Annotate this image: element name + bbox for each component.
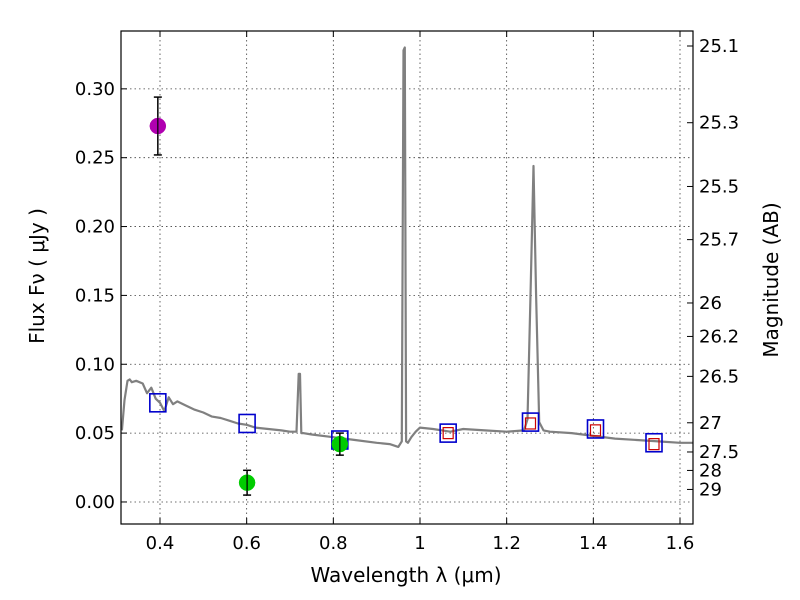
- grid-layer: [121, 31, 693, 524]
- y2-tick-label: 27.5: [699, 442, 739, 463]
- y2-tick-label: 25.5: [699, 176, 739, 197]
- y-tick-label: 0.05: [75, 423, 115, 444]
- y2-tick-label: 27: [699, 413, 722, 434]
- model-square-marker: [439, 423, 457, 443]
- x-tick-label: 0.4: [146, 533, 175, 554]
- model-inner-square-marker: [648, 438, 660, 451]
- y2-tick-label: 28: [699, 460, 722, 481]
- y-tick-label: 0.15: [75, 285, 115, 306]
- x-tick-label: 0.6: [232, 533, 261, 554]
- y-tick-label: 0.30: [75, 79, 115, 100]
- y2-tick-label: 26.5: [699, 366, 739, 387]
- x-axis-label: Wavelength λ (μm): [310, 563, 501, 587]
- y-tick-label: 0.00: [75, 492, 115, 513]
- model-inner-square-marker: [442, 427, 454, 440]
- x-tick-label: 1.2: [492, 533, 521, 554]
- x-tick-label: 1.6: [666, 533, 695, 554]
- y2-tick-label: 26: [699, 293, 722, 314]
- x-tick-label: 1.4: [579, 533, 608, 554]
- y2-tick-label: 29: [699, 479, 722, 500]
- marker-layer: [149, 96, 663, 496]
- y-tick-label: 0.25: [75, 148, 115, 169]
- y-tick-label: 0.10: [75, 354, 115, 375]
- plot-frame: [120, 30, 694, 525]
- y2-tick-label: 25.7: [699, 230, 739, 251]
- model-inner-square-marker: [589, 424, 602, 437]
- model-square-marker: [521, 412, 540, 432]
- x-tick-label: 1: [414, 533, 425, 554]
- y2-tick-label: 25.3: [699, 113, 739, 134]
- y-axis-label: Flux Fν ( μJy ): [25, 208, 49, 344]
- model-square-marker: [238, 413, 256, 434]
- tick-layer: 0.4 0.6 0.8 1 1.2 1.4 1.6 0.00 0.05 0.10 0.15 0.20 0…: [75, 31, 739, 554]
- spectrum-line: [120, 46, 693, 448]
- y-tick-label: 0.20: [75, 217, 115, 238]
- y2-tick-label: 25.1: [699, 36, 739, 57]
- y2-tick-label: 26.2: [699, 326, 739, 347]
- x-tick-label: 0.8: [319, 533, 348, 554]
- model-inner-square-marker: [524, 417, 537, 430]
- model-square-marker: [149, 393, 167, 413]
- model-square-marker: [586, 419, 605, 439]
- spectrum-layer: [120, 46, 693, 448]
- model-square-marker: [645, 432, 663, 453]
- y2-axis-label: Magnitude (AB): [759, 202, 783, 357]
